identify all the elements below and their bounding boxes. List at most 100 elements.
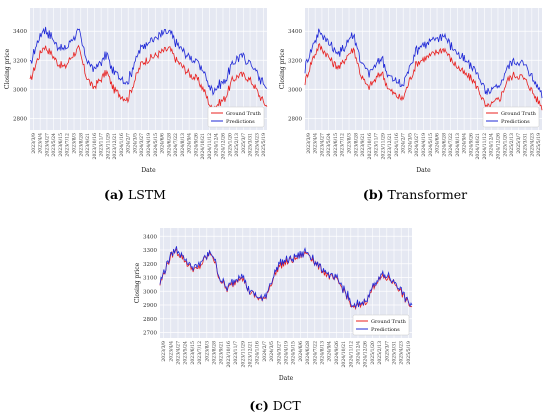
x-tick-label: 2023/11/7 (374, 133, 380, 157)
x-tick-label: 2023/8/28 (212, 341, 218, 365)
x-tick-label: 2023/11/29 (380, 133, 386, 160)
x-tick-label: 2024/6/28 (441, 133, 447, 157)
caption-dct: (c) DCT (225, 398, 325, 413)
x-tick-label: 2024/12/26 (363, 341, 369, 368)
x-tick-label: 2024/3/27 (139, 133, 145, 157)
x-tick-label: 2023/11/29 (240, 341, 246, 368)
x-tick-label: 2025/2/13 (234, 133, 240, 157)
x-tick-label: 2023/6/15 (190, 341, 196, 365)
x-tick-label: 2023/9/21 (219, 341, 225, 365)
x-tick-label: 2025/3/7 (384, 341, 390, 362)
caption-tag: (b) (362, 187, 384, 202)
x-tick-label: 2025/5/19 (261, 133, 267, 157)
legend-ground-truth-label: Ground Truth (226, 111, 262, 117)
x-tick-label: 2023/8/3 (72, 133, 78, 154)
caption-tag: (c) (249, 398, 269, 413)
x-tick-label: 2024/9/26 (193, 133, 199, 157)
ground-truth-line (304, 43, 543, 111)
y-tick-label: 3000 (143, 289, 157, 295)
x-tick-label: 2023/4/4 (313, 133, 319, 154)
x-tick-label: 2023/4/4 (38, 133, 44, 154)
x-tick-label: 2023/5/24 (326, 133, 332, 157)
x-tick-label: 2023/8/28 (353, 133, 359, 157)
x-tick-label: 2025/3/31 (248, 133, 254, 157)
x-tick-label: 2023/11/7 (99, 133, 105, 157)
caption-transformer: (b) Transformer (350, 187, 480, 202)
y-tick-label: 3200 (13, 58, 27, 64)
legend-box (207, 106, 265, 128)
x-tick-label: 2024/12/26 (495, 133, 501, 160)
chart-panel-lstm: 2800 3000 3200 3400 2023/3/9 2023/4/4 2023/4/2… (0, 0, 275, 175)
x-tick-label: 2024/6/28 (166, 133, 172, 157)
x-tick-label: 2023/7/12 (197, 341, 203, 365)
y-tick-label: 3100 (143, 276, 157, 282)
legend-ground-truth-label: Ground Truth (371, 319, 407, 325)
caption-name: LSTM (127, 187, 166, 202)
x-tick-label: 2024/7/22 (312, 341, 318, 365)
x-tick-label: 2024/12/26 (220, 133, 226, 160)
x-tick-label: 2024/6/6 (160, 133, 166, 154)
x-tick-label: 2025/3/7 (241, 133, 247, 154)
y-tick-label: 3400 (143, 234, 157, 240)
x-tick-label: 2025/5/19 (536, 133, 542, 157)
x-tick-label: 2025/2/13 (509, 133, 515, 157)
x-tick-label: 2024/6/28 (305, 341, 311, 365)
x-tick-label: 2024/4/19 (284, 341, 290, 365)
x-tick-label: 2025/3/31 (523, 133, 529, 157)
y-tick-label: 2900 (143, 303, 157, 309)
x-tick-label: 2024/3/27 (276, 341, 282, 365)
x-tick-label: 2024/8/13 (455, 133, 461, 157)
x-tick-label: 2023/3/9 (31, 133, 37, 154)
x-axis-label: Date (416, 167, 431, 174)
x-tick-label: 2024/9/26 (334, 341, 340, 365)
x-tick-label: 2024/1/16 (394, 133, 400, 157)
predictions-line (29, 26, 268, 96)
x-tick-label: 2024/9/4 (327, 341, 333, 362)
x-tick-label: 2023/8/3 (347, 133, 353, 154)
x-tick-label: 2023/12/21 (112, 133, 118, 160)
x-tick-label: 2025/3/31 (392, 341, 398, 365)
y-tick-label: 3200 (288, 58, 302, 64)
ground-truth-line (29, 44, 268, 112)
x-tick-label: 2025/1/20 (502, 133, 508, 157)
y-tick-label: 2800 (13, 116, 27, 122)
y-tick-label: 3400 (288, 29, 302, 35)
y-tick-label: 3000 (13, 87, 27, 93)
x-tick-label: 2024/6/6 (298, 341, 304, 362)
y-tick-label: 2700 (143, 331, 157, 337)
x-tick-label: 2024/12/4 (356, 341, 362, 365)
x-tick-label: 2024/11/12 (348, 341, 354, 368)
predictions-line (304, 28, 543, 99)
x-tick-label: 2023/11/7 (233, 341, 239, 365)
x-tick-label: 2023/9/21 (85, 133, 91, 157)
caption-lstm: (a) LSTM (90, 187, 180, 202)
x-axis-label: Date (141, 167, 156, 174)
y-axis-label: Closing price (134, 262, 141, 303)
x-tick-label: 2023/7/12 (65, 133, 71, 157)
legend-predictions-label: Predictions (501, 119, 530, 125)
x-tick-label: 2023/10/16 (367, 133, 373, 160)
caption-name: Transformer (387, 187, 468, 202)
legend-box (352, 314, 410, 336)
x-tick-label: 2025/3/7 (516, 133, 522, 154)
x-tick-label: 2024/8/13 (180, 133, 186, 157)
x-tick-label: 2023/4/27 (44, 133, 50, 157)
x-tick-label: 2024/5/15 (291, 341, 297, 365)
x-tick-label: 2025/2/13 (377, 341, 383, 365)
x-tick-label: 2025/4/23 (254, 133, 260, 157)
x-tick-label: 2024/3/27 (414, 133, 420, 157)
legend-box (482, 106, 540, 128)
x-tick-label: 2023/7/12 (340, 133, 346, 157)
x-tick-label: 2023/12/21 (248, 341, 254, 368)
x-tick-label: 2023/3/9 (161, 341, 167, 362)
x-tick-label: 2024/8/13 (320, 341, 326, 365)
x-tick-label: 2023/8/3 (204, 341, 210, 362)
x-tick-label: 2024/4/19 (146, 133, 152, 157)
y-tick-label: 3200 (143, 262, 157, 268)
x-tick-label: 2023/10/16 (226, 341, 232, 368)
chart-panel-dct: 2700 2800 2900 3000 3100 3200 3300 3400 2023/3/9… (130, 222, 420, 387)
y-axis-label: Closing price (4, 48, 11, 89)
dct-chart: 2700 2800 2900 3000 3100 3200 3300 3400 2023/3/9… (134, 228, 413, 382)
x-tick-label: 2025/5/19 (406, 341, 412, 365)
predictions-line (159, 246, 413, 309)
